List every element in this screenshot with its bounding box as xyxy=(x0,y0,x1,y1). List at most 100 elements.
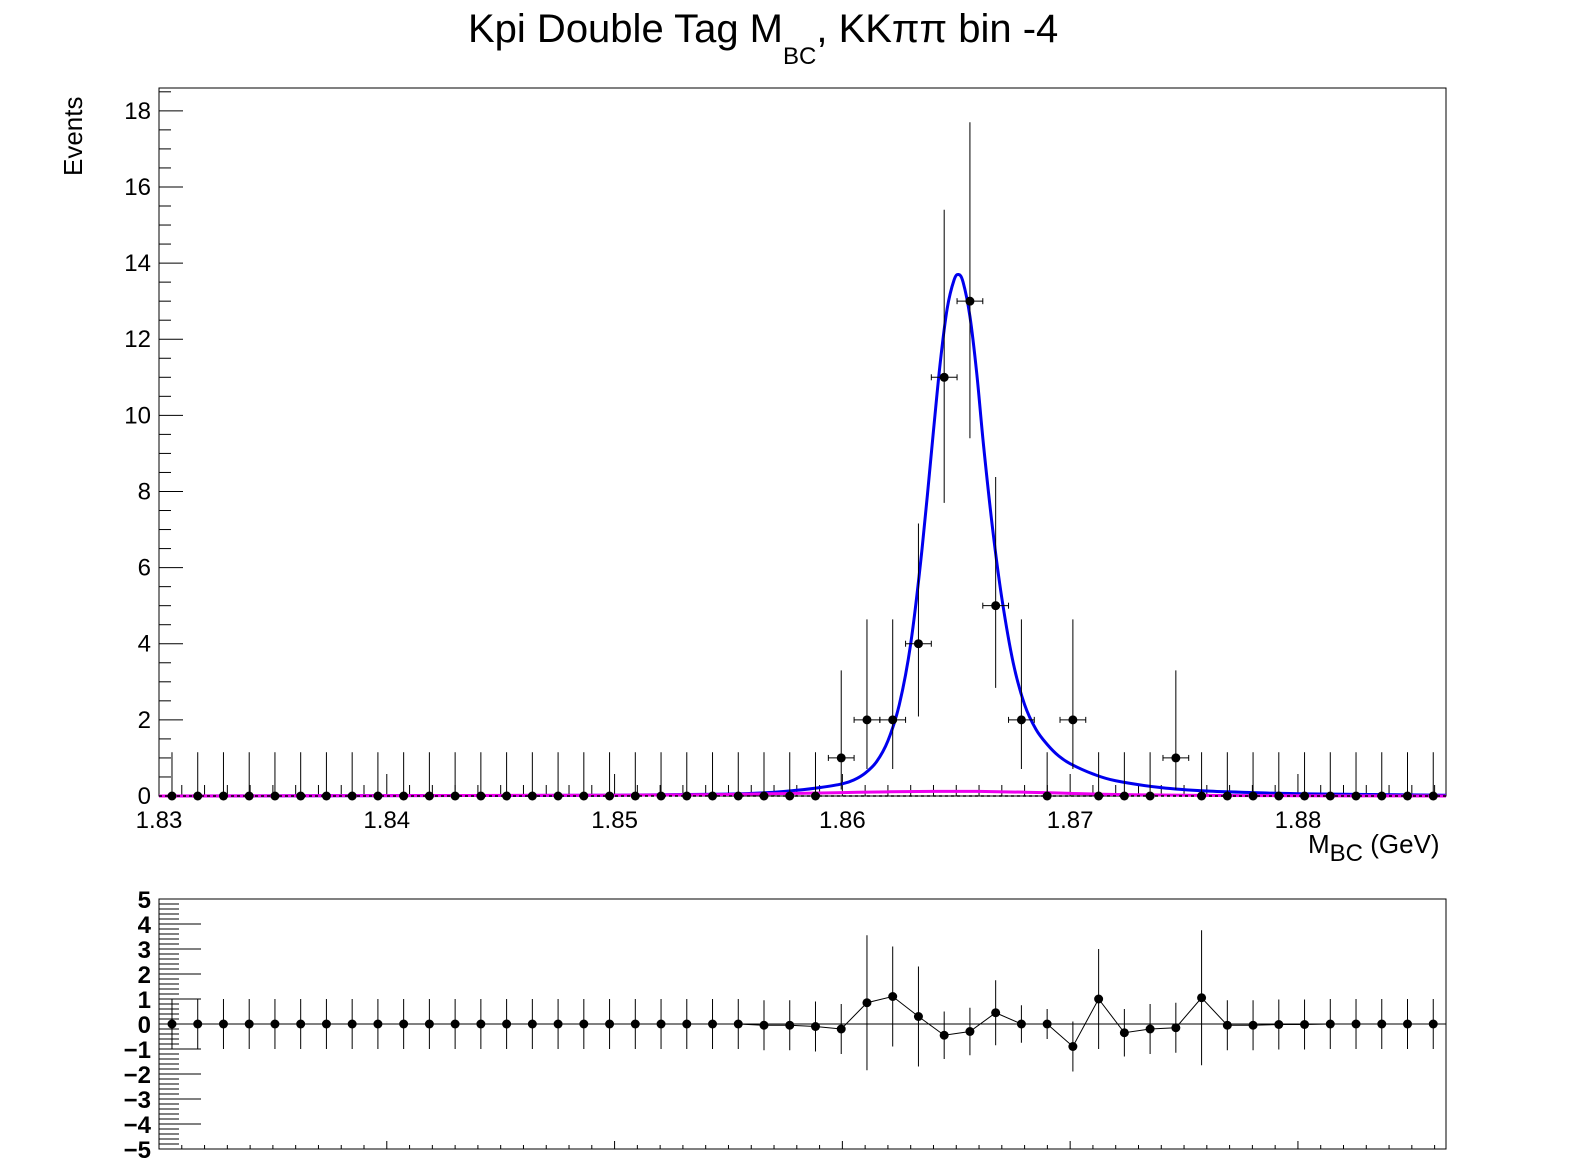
residual-marker xyxy=(1351,1019,1361,1029)
data-point xyxy=(1119,752,1129,801)
data-marker xyxy=(193,791,203,801)
residual-line xyxy=(171,995,1434,1048)
res-y-tick-label: 4 xyxy=(138,912,152,939)
data-marker xyxy=(450,791,460,801)
residual-point xyxy=(450,999,460,1049)
residual-point xyxy=(502,999,512,1049)
residual-marker xyxy=(1171,1023,1181,1033)
data-point xyxy=(982,477,1010,688)
residual-marker xyxy=(759,1020,769,1030)
data-point xyxy=(399,752,409,801)
residual-marker xyxy=(862,998,872,1008)
data-marker xyxy=(527,791,537,801)
data-marker xyxy=(218,791,228,801)
residual-point xyxy=(193,999,203,1049)
res-y-tick-label: −4 xyxy=(124,1112,152,1139)
data-marker xyxy=(605,791,615,801)
background-fit-curve xyxy=(158,789,1447,798)
residual-marker xyxy=(502,1019,512,1029)
data-marker xyxy=(939,372,949,382)
data-point xyxy=(321,752,331,801)
data-marker xyxy=(991,601,1001,611)
residual-marker xyxy=(656,1019,666,1029)
res-y-tick-label: 1 xyxy=(138,987,151,1014)
data-marker xyxy=(553,791,563,801)
data-marker xyxy=(682,791,692,801)
residual-point xyxy=(244,999,254,1049)
data-point xyxy=(785,752,795,801)
data-marker xyxy=(1248,791,1258,801)
data-point xyxy=(1325,752,1335,801)
data-point xyxy=(579,752,589,801)
data-point xyxy=(810,752,820,801)
res-y-tick-label: −2 xyxy=(124,1062,151,1089)
data-marker xyxy=(476,791,486,801)
data-marker xyxy=(502,791,512,801)
title-suffix: , KKππ bin -4 xyxy=(816,7,1058,51)
data-marker xyxy=(167,791,177,801)
data-point xyxy=(527,752,537,801)
data-point xyxy=(1274,752,1284,801)
data-point xyxy=(1428,752,1438,801)
residual-point xyxy=(1222,1000,1232,1051)
data-point xyxy=(656,752,666,801)
residual-point xyxy=(1016,1005,1026,1043)
residual-marker xyxy=(605,1019,615,1029)
data-marker xyxy=(1016,715,1026,725)
residual-point xyxy=(605,999,615,1049)
residual-marker xyxy=(579,1019,589,1029)
residual-point xyxy=(321,999,331,1049)
y-tick-label: 8 xyxy=(138,478,151,505)
data-point xyxy=(827,670,855,790)
residual-point xyxy=(888,946,898,1047)
residual-point xyxy=(1068,1021,1078,1072)
data-point xyxy=(605,752,615,801)
residual-point xyxy=(682,999,692,1049)
x-tick-label: 1.87 xyxy=(1047,807,1094,834)
residual-point xyxy=(1377,999,1387,1049)
residual-point xyxy=(347,999,357,1049)
data-marker xyxy=(1325,791,1335,801)
data-point xyxy=(502,752,512,801)
data-point xyxy=(930,209,958,503)
y-tick-label: 4 xyxy=(138,631,151,658)
y-tick-label: 6 xyxy=(138,555,151,582)
data-marker xyxy=(424,791,434,801)
residual-point xyxy=(965,1007,975,1056)
chart-title: Kpi Double Tag MBC, KKππ bin -4 xyxy=(468,7,1058,70)
data-marker xyxy=(759,791,769,801)
data-point xyxy=(1008,619,1035,769)
residual-marker xyxy=(167,1019,177,1029)
residual-marker xyxy=(1274,1020,1284,1029)
residual-marker xyxy=(1325,1019,1335,1029)
residual-point xyxy=(1094,949,1104,1049)
data-marker xyxy=(579,791,589,801)
data-marker xyxy=(1197,791,1207,801)
data-marker xyxy=(785,791,795,801)
res-y-tick-label: −1 xyxy=(124,1037,151,1064)
residual-marker xyxy=(373,1019,383,1029)
data-point xyxy=(682,752,692,801)
residual-point xyxy=(270,999,280,1049)
data-marker xyxy=(708,791,718,801)
data-point xyxy=(373,752,383,801)
data-marker xyxy=(888,715,898,725)
data-point xyxy=(956,122,984,439)
residual-point xyxy=(785,1000,795,1051)
data-marker xyxy=(321,791,331,801)
data-point xyxy=(708,752,718,801)
data-marker xyxy=(1145,791,1155,801)
residual-marker xyxy=(708,1019,718,1029)
residual-point xyxy=(862,935,872,1071)
residual-point xyxy=(553,999,563,1049)
data-points xyxy=(167,122,1438,801)
data-point xyxy=(630,752,640,801)
x-tick-label: 1.86 xyxy=(819,807,866,834)
data-point xyxy=(853,619,881,769)
residual-marker xyxy=(347,1019,357,1029)
y-tick-label: 10 xyxy=(124,402,151,429)
residual-marker xyxy=(424,1019,434,1029)
data-point xyxy=(1145,752,1155,801)
y-tick-label: 18 xyxy=(124,98,151,125)
